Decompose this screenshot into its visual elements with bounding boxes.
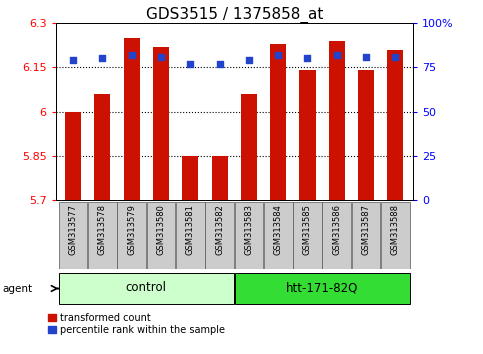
Bar (59, 202, 87, 269)
Title: GDS3515 / 1375858_at: GDS3515 / 1375858_at (145, 7, 323, 23)
Bar (235, 273, 410, 304)
Bar (381, 202, 410, 269)
Point (99, 56, 106, 61)
Text: GSM313585: GSM313585 (303, 204, 312, 255)
Point (69, 57, 77, 63)
Bar (293, 202, 322, 269)
Bar (88, 202, 117, 269)
Bar (358, 70, 374, 200)
Point (186, 61, 194, 67)
Bar (153, 47, 169, 200)
Bar (264, 202, 293, 269)
Bar (117, 202, 146, 269)
Text: control: control (126, 281, 167, 294)
Bar (65, 112, 81, 200)
Text: GSM313588: GSM313588 (391, 204, 400, 255)
Point (245, 57, 253, 63)
Bar (352, 202, 381, 269)
Text: GSM313578: GSM313578 (98, 204, 107, 255)
Text: GSM313584: GSM313584 (274, 204, 283, 255)
Point (128, 52, 136, 58)
Bar (59, 273, 234, 304)
Bar (270, 44, 286, 200)
Text: GSM313586: GSM313586 (332, 204, 341, 255)
Bar (212, 156, 227, 200)
Text: GSM313582: GSM313582 (215, 204, 224, 255)
Text: GSM313587: GSM313587 (362, 204, 370, 255)
Bar (299, 70, 315, 200)
Legend: transformed count, percentile rank within the sample: transformed count, percentile rank withi… (48, 313, 225, 335)
Point (157, 54, 165, 59)
Text: GSM313583: GSM313583 (244, 204, 254, 255)
Text: GSM313581: GSM313581 (186, 204, 195, 255)
Text: GSM313580: GSM313580 (156, 204, 166, 255)
Text: htt-171-82Q: htt-171-82Q (286, 281, 358, 294)
Point (216, 61, 224, 67)
Bar (323, 202, 351, 269)
Bar (94, 94, 111, 200)
Bar (205, 202, 234, 269)
Text: agent: agent (2, 284, 32, 293)
Bar (387, 50, 403, 200)
Point (362, 54, 370, 59)
Bar (182, 156, 199, 200)
Point (304, 56, 312, 61)
Text: GSM313579: GSM313579 (127, 204, 136, 255)
Point (392, 54, 399, 59)
Bar (124, 38, 140, 200)
Point (333, 52, 341, 58)
Bar (235, 202, 263, 269)
Bar (329, 41, 345, 200)
Point (274, 52, 282, 58)
Text: GSM313577: GSM313577 (69, 204, 78, 255)
Bar (176, 202, 205, 269)
Bar (241, 94, 257, 200)
Bar (147, 202, 175, 269)
